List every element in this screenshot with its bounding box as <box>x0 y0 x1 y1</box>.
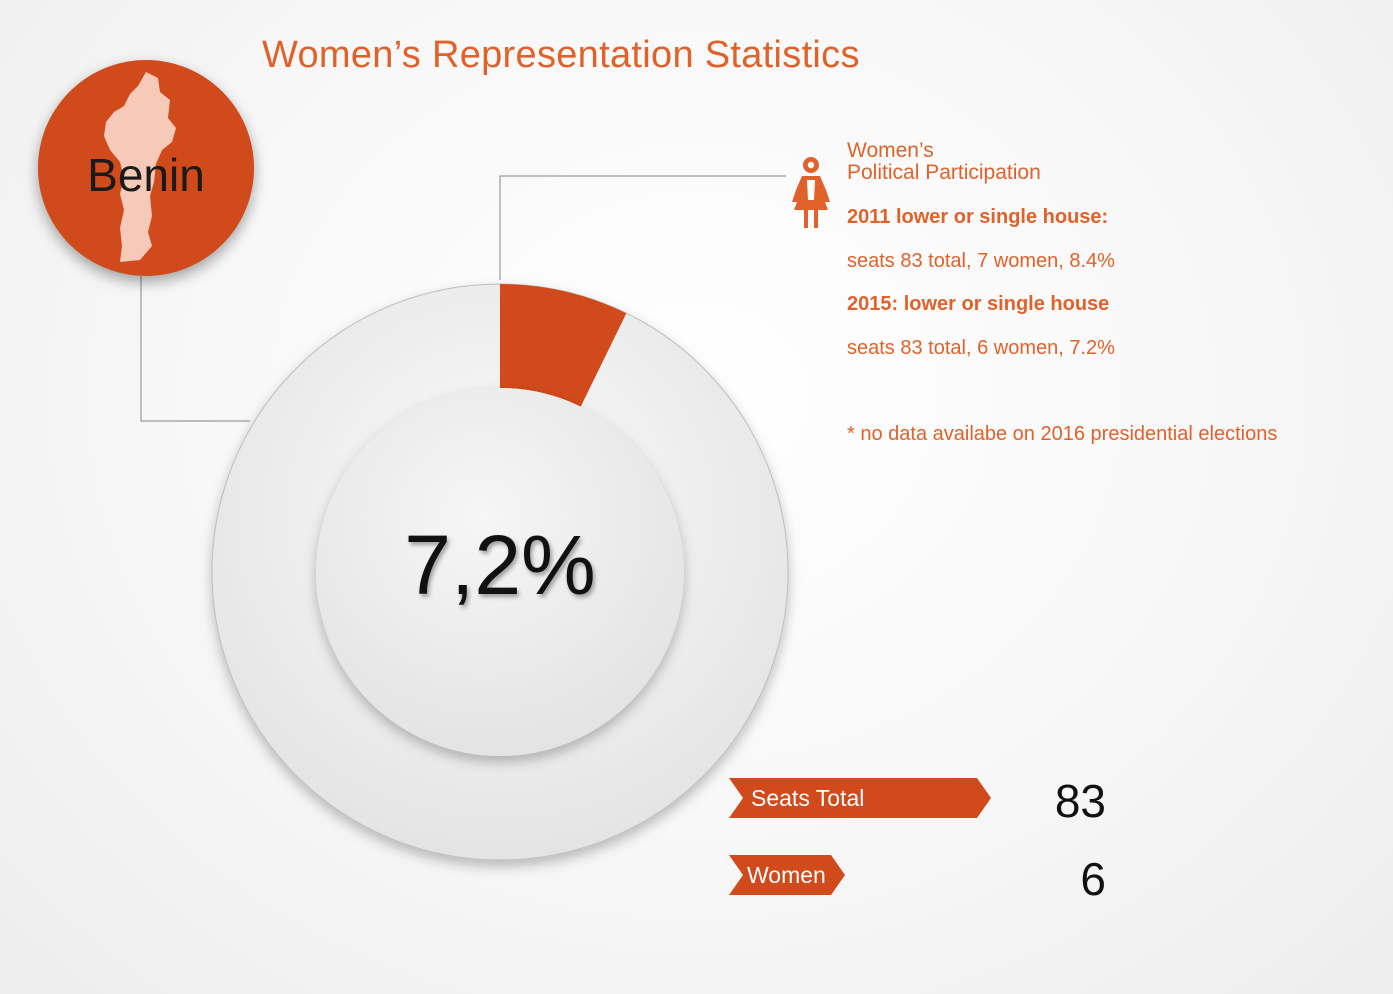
center-percentage-label: 7,2% <box>404 518 595 612</box>
seats-total-label: Seats Total <box>751 785 865 811</box>
women-value: 6 <box>1080 853 1106 905</box>
women-ribbon-shape <box>729 855 845 895</box>
seats-ribbon-shape <box>729 778 991 818</box>
info-heading-line1: Women’s <box>847 139 934 162</box>
badge-connector-line <box>140 276 250 422</box>
seats-total-ribbon: Seats Total <box>729 778 993 818</box>
country-badge: Benin <box>38 60 254 276</box>
page-title: Women’s Representation Statistics <box>262 34 860 76</box>
women-label: Women <box>747 862 826 888</box>
donut-chart: 7,2% <box>211 283 789 861</box>
info-heading-line2: Political Participation <box>847 161 1041 184</box>
info-2015-text: seats 83 total, 6 women, 7.2% <box>847 337 1115 359</box>
donut-inner-disc <box>316 388 684 756</box>
benin-map-icon <box>104 72 176 262</box>
info-connector-line <box>499 175 786 280</box>
info-2015-label: 2015: lower or single house <box>847 293 1110 315</box>
donut-slice-women <box>500 284 627 407</box>
info-note: * no data availabe on 2016 presidential … <box>847 423 1278 445</box>
info-2011-text: seats 83 total, 7 women, 8.4% <box>847 250 1115 272</box>
info-2011-label: 2011 lower or single house: <box>847 206 1109 228</box>
woman-icon <box>792 157 830 228</box>
women-ribbon: Women <box>729 855 847 895</box>
country-name: Benin <box>87 149 205 201</box>
seats-total-value: 83 <box>1054 775 1106 827</box>
